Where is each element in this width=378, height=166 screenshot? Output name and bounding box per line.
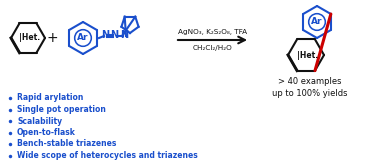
Text: > 40 examples: > 40 examples bbox=[278, 78, 342, 86]
Text: N: N bbox=[110, 30, 118, 40]
Text: Ar: Ar bbox=[311, 17, 323, 27]
Text: Bench-stable triazenes: Bench-stable triazenes bbox=[17, 139, 116, 149]
Text: |Het.: |Het. bbox=[19, 34, 40, 42]
Text: N: N bbox=[120, 30, 128, 40]
Text: Scalability: Scalability bbox=[17, 117, 62, 125]
Text: Open-to-flask: Open-to-flask bbox=[17, 128, 76, 137]
Text: AgNO₃, K₂S₂O₈, TFA: AgNO₃, K₂S₂O₈, TFA bbox=[178, 29, 247, 35]
Text: +: + bbox=[46, 31, 58, 45]
Text: N: N bbox=[101, 30, 109, 40]
Text: CH₂Cl₂/H₂O: CH₂Cl₂/H₂O bbox=[193, 45, 232, 51]
Text: Wide scope of heterocycles and triazenes: Wide scope of heterocycles and triazenes bbox=[17, 151, 198, 160]
Text: Single pot operation: Single pot operation bbox=[17, 105, 106, 114]
Text: up to 100% yields: up to 100% yields bbox=[272, 88, 348, 97]
Text: Ar: Ar bbox=[77, 34, 89, 42]
Text: |Het.: |Het. bbox=[297, 50, 319, 59]
Text: Rapid arylation: Rapid arylation bbox=[17, 93, 84, 102]
